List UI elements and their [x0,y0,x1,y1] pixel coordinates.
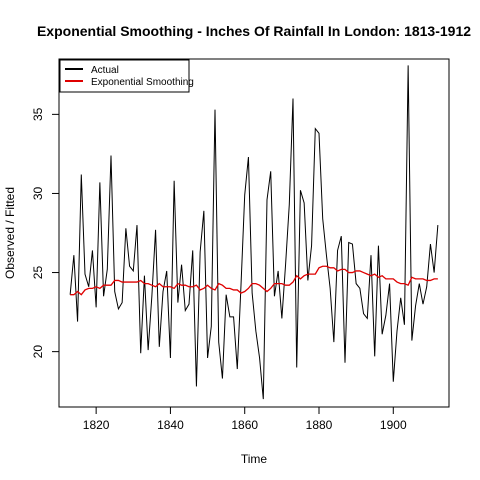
x-tick-label: 1860 [231,418,258,432]
legend-label-actual: Actual [91,65,119,76]
legend: Actual Exponential Smoothing [59,59,194,93]
x-tick-label: 1840 [157,418,184,432]
x-axis: 1820 1840 1860 1880 1900 [83,407,407,432]
y-tick-label: 35 [31,107,45,121]
x-tick-label: 1880 [306,418,333,432]
legend-box [59,59,190,93]
x-axis-label: Time [241,452,268,466]
y-tick-label: 25 [31,266,45,280]
chart-title: Exponential Smoothing - Inches Of Rainfa… [37,23,471,39]
y-axis-label: Observed / Fitted [3,187,17,279]
series-actual-line [69,65,439,400]
y-axis: 20 25 30 35 [31,107,59,358]
y-tick-label: 30 [31,186,45,200]
plot-box [58,58,450,408]
x-tick-label: 1900 [380,418,407,432]
series-smoothing-line [70,265,438,296]
y-tick-label: 20 [31,345,45,359]
x-tick-label: 1820 [83,418,110,432]
legend-label-smoothing: Exponential Smoothing [91,77,194,88]
